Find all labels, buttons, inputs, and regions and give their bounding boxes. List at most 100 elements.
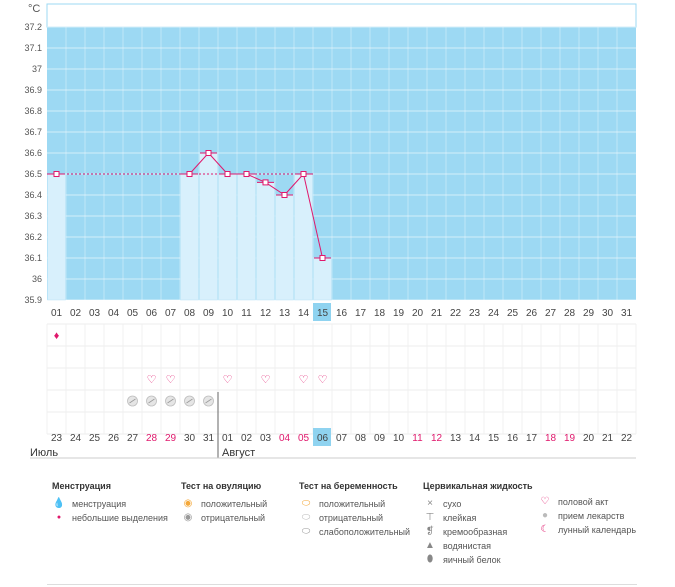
legend-item-ovulation-negative: отрицательный xyxy=(201,513,266,523)
legend-item-pregnancy-negative: отрицательный xyxy=(319,513,384,523)
legend-item-spotting: небольшие выделения xyxy=(72,513,168,523)
calendar-date-label: 27 xyxy=(127,433,139,444)
small-drop-icon: ● xyxy=(56,514,62,521)
x-tick-label: 03 xyxy=(89,308,101,319)
calendar-date-label: 01 xyxy=(222,433,234,444)
heart-icon: ♡ xyxy=(299,374,309,386)
watery-icon: ▲ xyxy=(425,540,435,551)
temperature-point xyxy=(53,171,60,177)
temperature-line-segment xyxy=(246,173,266,183)
legend-item-medicine: прием лекарств xyxy=(558,511,625,521)
x-tick-label: 16 xyxy=(336,308,348,319)
calendar-date-label: 06 xyxy=(317,433,329,444)
legend-cervical-title: Цервикальная жидкость xyxy=(423,481,533,491)
heart-icon: ♡ xyxy=(540,496,550,507)
calendar-date-label: 09 xyxy=(374,433,386,444)
temperature-bar xyxy=(275,194,294,301)
calendar-date-label: 10 xyxy=(393,433,405,444)
eggwhite-icon: ⬮ xyxy=(426,554,434,565)
x-tick-label: 17 xyxy=(355,308,367,319)
calendar-date-label: 11 xyxy=(412,433,423,444)
legend-item-creamy: кремообразная xyxy=(443,527,508,537)
plot-area xyxy=(47,27,636,300)
legend-item-ovulation-positive: положительный xyxy=(201,499,268,509)
temperature-bar xyxy=(237,173,256,301)
creamy-icon: ❡ xyxy=(425,526,435,537)
pregnancy-weak-icon: ⬭ xyxy=(301,526,311,537)
calendar-date-label: 20 xyxy=(583,433,595,444)
calendar-date-label: 02 xyxy=(241,433,253,444)
calendar-date-label: 14 xyxy=(469,433,481,444)
x-tick-label: 28 xyxy=(564,308,576,319)
heart-icon: ♡ xyxy=(166,374,176,386)
cross-icon: × xyxy=(427,498,433,509)
calendar-date-label: 13 xyxy=(450,433,462,444)
x-tick-label: 25 xyxy=(507,308,519,319)
calendar-date-label: 12 xyxy=(431,433,443,444)
menstruation-drop-icon: ♦ xyxy=(54,330,60,342)
heart-icon: ♡ xyxy=(318,374,328,386)
heart-icon: ♡ xyxy=(147,374,157,386)
calendar-date-label: 15 xyxy=(488,433,500,444)
calendar-date-label: 23 xyxy=(51,433,63,444)
temperature-line-segment xyxy=(265,181,285,196)
x-tick-label: 30 xyxy=(602,308,614,319)
x-tick-label: 05 xyxy=(127,308,139,319)
temperature-point xyxy=(300,171,307,177)
x-tick-label: 15 xyxy=(317,308,329,319)
legend-pregnancy: Тест на беременность ⬭ положительный ⬭ отр… xyxy=(299,481,410,539)
x-tick-label: 18 xyxy=(374,308,386,319)
temperature-bar xyxy=(294,173,313,301)
calendar-date-label: 17 xyxy=(526,433,538,444)
temperature-bar xyxy=(47,173,66,301)
heart-icon: ♡ xyxy=(261,374,271,386)
y-tick-label: 37.2 xyxy=(24,22,42,32)
y-tick-label: 36.7 xyxy=(24,127,42,137)
legend-menstruation-title: Менструация xyxy=(52,481,111,491)
x-tick-label: 08 xyxy=(184,308,196,319)
x-tick-label: 24 xyxy=(488,308,500,319)
calendar-date-label: 26 xyxy=(108,433,120,444)
legend-item-eggwhite: яичный белок xyxy=(443,555,501,565)
temperature-point xyxy=(319,255,326,261)
calendar-date-label: 31 xyxy=(203,433,215,444)
x-tick-label: 09 xyxy=(203,308,215,319)
x-tick-label: 01 xyxy=(51,308,63,319)
x-tick-label: 19 xyxy=(393,308,405,319)
temperature-bar xyxy=(180,173,199,301)
pill-icon: ● xyxy=(541,510,549,521)
y-tick-label: 37.1 xyxy=(24,43,42,53)
legend-item-watery: водянистая xyxy=(443,541,492,551)
legend-item-sticky: клейкая xyxy=(443,513,477,523)
plot-top-strip xyxy=(46,3,637,28)
x-tick-label: 20 xyxy=(412,308,424,319)
month-label-august: Август xyxy=(222,447,256,459)
heart-icon: ♡ xyxy=(223,374,233,386)
drop-icon: 💧 xyxy=(52,498,66,509)
calendar-date-label: 18 xyxy=(545,433,557,444)
bottom-divider xyxy=(47,584,637,585)
calendar-date-label: 21 xyxy=(602,433,614,444)
legend-ovulation: Тест на овуляцию ◉ положительный ◉ отрицат… xyxy=(181,481,267,525)
pregnancy-test-mark xyxy=(129,398,136,404)
y-tick-label: 36.5 xyxy=(24,169,42,179)
calendar-date-label: 25 xyxy=(89,433,101,444)
y-tick-label: 37 xyxy=(32,64,42,74)
calendar-date-label: 24 xyxy=(70,433,82,444)
temperature-line-segment xyxy=(208,152,228,175)
pregnancy-test-mark xyxy=(148,398,155,404)
calendar-date-label: 19 xyxy=(564,433,576,444)
y-tick-label: 36.8 xyxy=(24,106,42,116)
temperature-line-segment xyxy=(284,173,304,196)
moon-icon: ☾ xyxy=(540,524,550,535)
temperature-bar xyxy=(256,182,275,301)
x-tick-label: 31 xyxy=(621,308,633,319)
y-tick-label: 36.6 xyxy=(24,148,42,158)
calendar-date-label: 28 xyxy=(146,433,158,444)
legend-item-intercourse: половой акт xyxy=(558,497,609,507)
x-tick-label: 23 xyxy=(469,308,481,319)
y-tick-label: 36.1 xyxy=(24,253,42,263)
legend-pregnancy-title: Тест на беременность xyxy=(299,481,398,491)
calendar-date-label: 16 xyxy=(507,433,519,444)
legend-menstruation: Менструация 💧 менструация ● небольшие выде… xyxy=(52,481,168,525)
